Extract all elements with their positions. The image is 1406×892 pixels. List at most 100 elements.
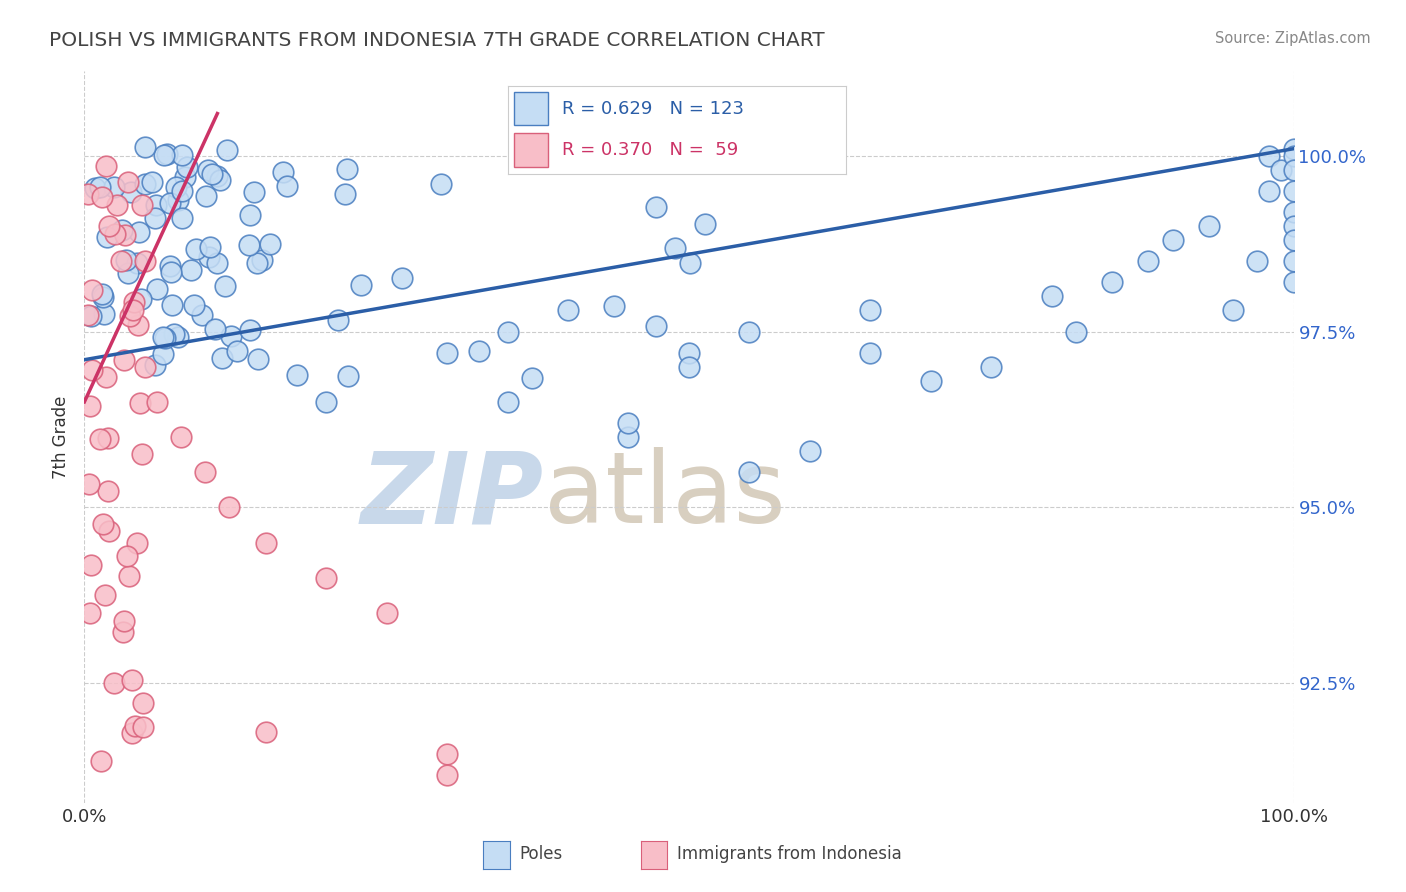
Point	[201, 167, 224, 181]
Point	[315, 571, 337, 585]
Point	[80, 558, 103, 572]
Point	[97, 431, 120, 445]
Point	[391, 270, 413, 285]
Point	[176, 160, 198, 174]
Point	[143, 211, 166, 226]
Point	[96, 230, 118, 244]
Point	[1282, 184, 1305, 198]
Point	[250, 253, 273, 268]
Point	[1198, 219, 1220, 233]
Point	[117, 175, 139, 189]
Text: POLISH VS IMMIGRANTS FROM INDONESIA 7TH GRADE CORRELATION CHART: POLISH VS IMMIGRANTS FROM INDONESIA 7TH …	[49, 31, 825, 50]
Point	[496, 395, 519, 409]
Point	[207, 169, 229, 183]
Point	[520, 371, 543, 385]
Point	[167, 193, 190, 207]
Point	[218, 500, 240, 515]
Point	[146, 282, 169, 296]
Point	[132, 720, 155, 734]
Point	[143, 358, 166, 372]
Point	[77, 187, 100, 202]
Point	[170, 430, 193, 444]
Y-axis label: 7th Grade: 7th Grade	[52, 395, 70, 479]
Point	[115, 252, 138, 267]
Point	[121, 726, 143, 740]
Point	[1282, 162, 1305, 177]
Point	[194, 465, 217, 479]
Point	[695, 217, 717, 231]
Point	[153, 331, 176, 345]
Point	[152, 347, 174, 361]
Point	[678, 345, 700, 359]
Point	[1282, 276, 1305, 290]
Point	[271, 165, 294, 179]
Point	[664, 241, 686, 255]
Point	[1282, 149, 1305, 163]
Point	[96, 159, 118, 173]
Point	[1282, 233, 1305, 247]
Point	[114, 614, 136, 628]
Point	[134, 177, 156, 191]
Text: Immigrants from Indonesia: Immigrants from Indonesia	[676, 845, 901, 863]
Point	[79, 310, 101, 324]
Point	[239, 322, 262, 336]
Point	[153, 148, 176, 162]
Point	[114, 227, 136, 242]
Point	[172, 211, 194, 226]
Point	[121, 303, 143, 318]
Point	[120, 185, 142, 199]
Point	[104, 227, 127, 241]
Point	[128, 225, 150, 239]
Point	[226, 344, 249, 359]
Point	[82, 283, 104, 297]
Point	[214, 279, 236, 293]
Point	[246, 256, 269, 270]
Point	[117, 266, 139, 280]
Point	[920, 374, 942, 388]
Point	[326, 312, 349, 326]
Point	[1064, 325, 1087, 339]
Point	[645, 319, 668, 334]
Point	[127, 318, 149, 332]
Point	[239, 208, 262, 222]
Point	[285, 368, 308, 383]
Point	[645, 200, 668, 214]
Point	[91, 190, 114, 204]
Point	[172, 184, 194, 198]
Point	[1246, 254, 1268, 268]
Point	[1222, 303, 1244, 318]
Point	[91, 290, 114, 304]
Point	[127, 255, 149, 269]
Point	[159, 195, 181, 210]
Point	[1258, 149, 1281, 163]
Point	[111, 223, 134, 237]
Point	[122, 294, 145, 309]
Point	[1282, 205, 1305, 219]
Point	[1101, 276, 1123, 290]
Point	[799, 444, 821, 458]
Point	[134, 359, 156, 374]
Point	[315, 395, 337, 409]
Point	[131, 447, 153, 461]
Point	[678, 359, 700, 374]
Point	[190, 308, 212, 322]
Point	[242, 186, 264, 200]
Point	[1270, 162, 1292, 177]
Point	[98, 524, 121, 538]
Point	[336, 162, 359, 177]
Point	[254, 725, 277, 739]
Point	[980, 359, 1002, 374]
Text: Source: ZipAtlas.com: Source: ZipAtlas.com	[1215, 31, 1371, 46]
Point	[97, 483, 120, 498]
Point	[97, 219, 120, 233]
Point	[557, 303, 579, 318]
Point	[209, 173, 232, 187]
Point	[83, 180, 105, 194]
Point	[276, 178, 298, 193]
Point	[115, 549, 138, 563]
Point	[1161, 233, 1184, 247]
Point	[429, 178, 451, 192]
Point	[254, 535, 277, 549]
Point	[496, 325, 519, 339]
Point	[246, 352, 269, 367]
